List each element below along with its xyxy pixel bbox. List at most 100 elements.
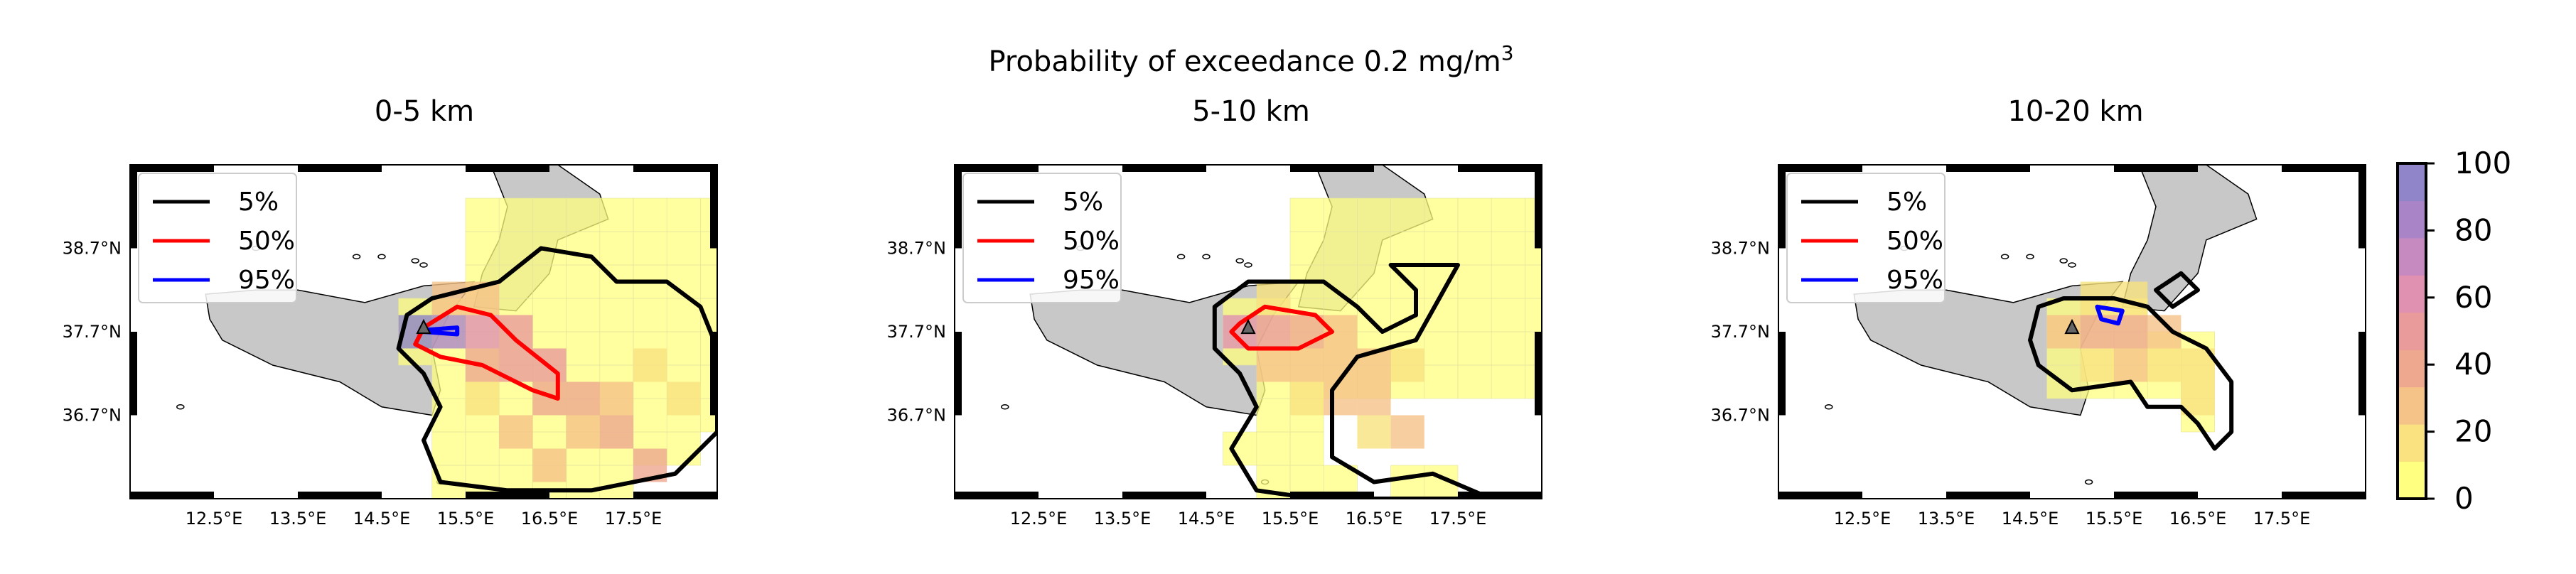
probability-cell xyxy=(1424,364,1459,399)
legend-label: 5% xyxy=(1887,188,1927,217)
probability-cell xyxy=(1491,231,1525,266)
map-layers xyxy=(1778,165,2366,499)
frame-segment xyxy=(1778,332,1786,416)
probability-cell xyxy=(465,231,500,266)
x-tick-label: 17.5°E xyxy=(605,509,662,529)
colorbar-tick-label: 80 xyxy=(2454,212,2492,247)
probability-cell xyxy=(1256,431,1291,466)
x-tick-label: 14.5°E xyxy=(2002,509,2059,529)
probability-cell xyxy=(599,231,634,266)
probability-cell xyxy=(1357,298,1391,332)
frame-segment xyxy=(1290,492,1374,499)
probability-cell xyxy=(666,331,701,366)
suptitle-superscript: 3 xyxy=(1501,41,1514,65)
islet xyxy=(2026,254,2034,259)
frame-segment xyxy=(130,165,137,249)
islet xyxy=(2000,254,2009,259)
probability-cell xyxy=(633,231,667,266)
probability-cell xyxy=(666,197,701,232)
colorbar-tick-label: 100 xyxy=(2454,146,2511,180)
subplot-2: 10-20 km 12.5°E 13.5°E 14.5°E 15.5°E 16.5°E 1… xyxy=(1711,95,2366,529)
probability-cell xyxy=(599,381,633,416)
x-tick-label: 16.5°E xyxy=(1346,509,1403,529)
vent-triangle-marker xyxy=(1240,318,1256,335)
probability-cell xyxy=(1290,348,1324,382)
probability-cell xyxy=(1357,197,1391,232)
probability-cell xyxy=(1390,231,1425,266)
probability-cell xyxy=(1290,381,1324,416)
frame-segment xyxy=(1122,492,1206,499)
contour-50 xyxy=(1229,304,1334,351)
islet xyxy=(377,254,386,259)
islet xyxy=(1001,404,1009,410)
legend-label: 95% xyxy=(1887,266,1943,295)
y-tick-label: 38.7°N xyxy=(1711,239,1770,259)
islet xyxy=(352,254,361,259)
probability-cell xyxy=(566,197,601,232)
probability-cell xyxy=(566,415,600,449)
probability-cell xyxy=(700,298,717,332)
probability-cell xyxy=(1323,231,1358,266)
colorbar-segment xyxy=(2398,424,2426,462)
legend-box xyxy=(1786,173,1946,303)
map-layers xyxy=(130,165,717,499)
probability-cell xyxy=(1457,197,1492,232)
x-tick-label: 17.5°E xyxy=(2253,509,2311,529)
probability-cell xyxy=(1357,415,1391,449)
islet xyxy=(1202,254,1211,259)
islet xyxy=(1825,404,1833,410)
frame-segment xyxy=(633,492,717,499)
probability-cell xyxy=(599,197,634,232)
probability-cell xyxy=(1357,264,1391,299)
islet xyxy=(1176,254,1186,259)
y-tick-label: 36.7°N xyxy=(63,406,122,426)
frame-segment xyxy=(298,492,382,499)
probability-cell xyxy=(1424,331,1459,366)
probability-cell xyxy=(1390,348,1424,382)
x-tick-label: 15.5°E xyxy=(2086,509,2143,529)
frame-segment xyxy=(1778,165,1862,172)
frame-segment xyxy=(1122,165,1206,172)
colorbar-tick-label: 20 xyxy=(2454,414,2492,449)
legend-label: 95% xyxy=(238,266,295,295)
x-tick-label: 13.5°E xyxy=(269,509,327,529)
probability-cell xyxy=(1424,197,1459,232)
subplot-title: 10-20 km xyxy=(2007,95,2143,128)
colorbar-segment xyxy=(2398,312,2426,350)
islet xyxy=(419,262,428,268)
probability-cell xyxy=(532,264,567,299)
probability-cell xyxy=(1390,465,1425,499)
map-area: 12.5°E 13.5°E 14.5°E 15.5°E 16.5°E 17.5°E 38.7… xyxy=(1711,164,2366,529)
legend-label: 50% xyxy=(238,227,295,256)
frame-segment xyxy=(1778,165,1786,249)
contour-95 xyxy=(2095,304,2125,326)
probability-cell xyxy=(1256,398,1291,433)
probability-cell xyxy=(566,381,600,416)
frame-segment xyxy=(2358,165,2366,249)
frame-segment xyxy=(2282,165,2366,172)
probability-cell xyxy=(1357,231,1391,266)
frame-segment xyxy=(298,165,382,172)
colorbar-segment xyxy=(2398,350,2426,388)
figure-suptitle: Probability of exceedance 0.2 mg/m3 xyxy=(988,41,1513,78)
probability-cell xyxy=(2114,348,2148,382)
probability-cell xyxy=(599,415,633,449)
subplot-0: 0-5 km 12.5°E 13.5°E 14.5°E 15.5°E 16.5°E 17.… xyxy=(63,95,718,529)
probability-cell xyxy=(633,298,667,332)
x-tick-label: 13.5°E xyxy=(1918,509,1975,529)
probability-cell xyxy=(1491,264,1525,299)
probability-cell xyxy=(2080,348,2114,382)
legend-box xyxy=(138,173,297,303)
frame-segment xyxy=(1778,492,1862,499)
y-tick-label: 36.7°N xyxy=(1711,406,1770,426)
probability-cell xyxy=(1424,231,1459,266)
probability-cell xyxy=(700,264,717,299)
map-area: 12.5°E 13.5°E 14.5°E 15.5°E 16.5°E 17.5°E 38.7… xyxy=(887,164,1542,529)
frame-segment xyxy=(710,165,717,249)
colorbar-segment xyxy=(2398,275,2426,313)
subplot-title: 5-10 km xyxy=(1192,95,1310,128)
probability-cell xyxy=(498,197,533,232)
subplot-1: 5-10 km 12.5°E 13.5°E 14.5°E 15.5°E 16.5°E 17… xyxy=(887,95,1542,529)
islet xyxy=(1244,262,1252,268)
probability-cell xyxy=(566,298,601,332)
